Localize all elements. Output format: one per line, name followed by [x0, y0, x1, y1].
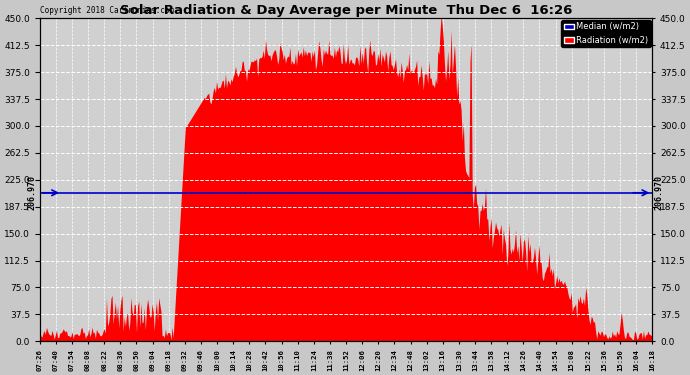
- Text: 206.970: 206.970: [655, 175, 664, 210]
- Text: 206.970: 206.970: [28, 175, 37, 210]
- Text: Copyright 2018 Cartronics.com: Copyright 2018 Cartronics.com: [40, 6, 174, 15]
- Legend: Median (w/m2), Radiation (w/m2): Median (w/m2), Radiation (w/m2): [561, 20, 651, 47]
- Title: Solar Radiation & Day Average per Minute  Thu Dec 6  16:26: Solar Radiation & Day Average per Minute…: [120, 4, 572, 17]
